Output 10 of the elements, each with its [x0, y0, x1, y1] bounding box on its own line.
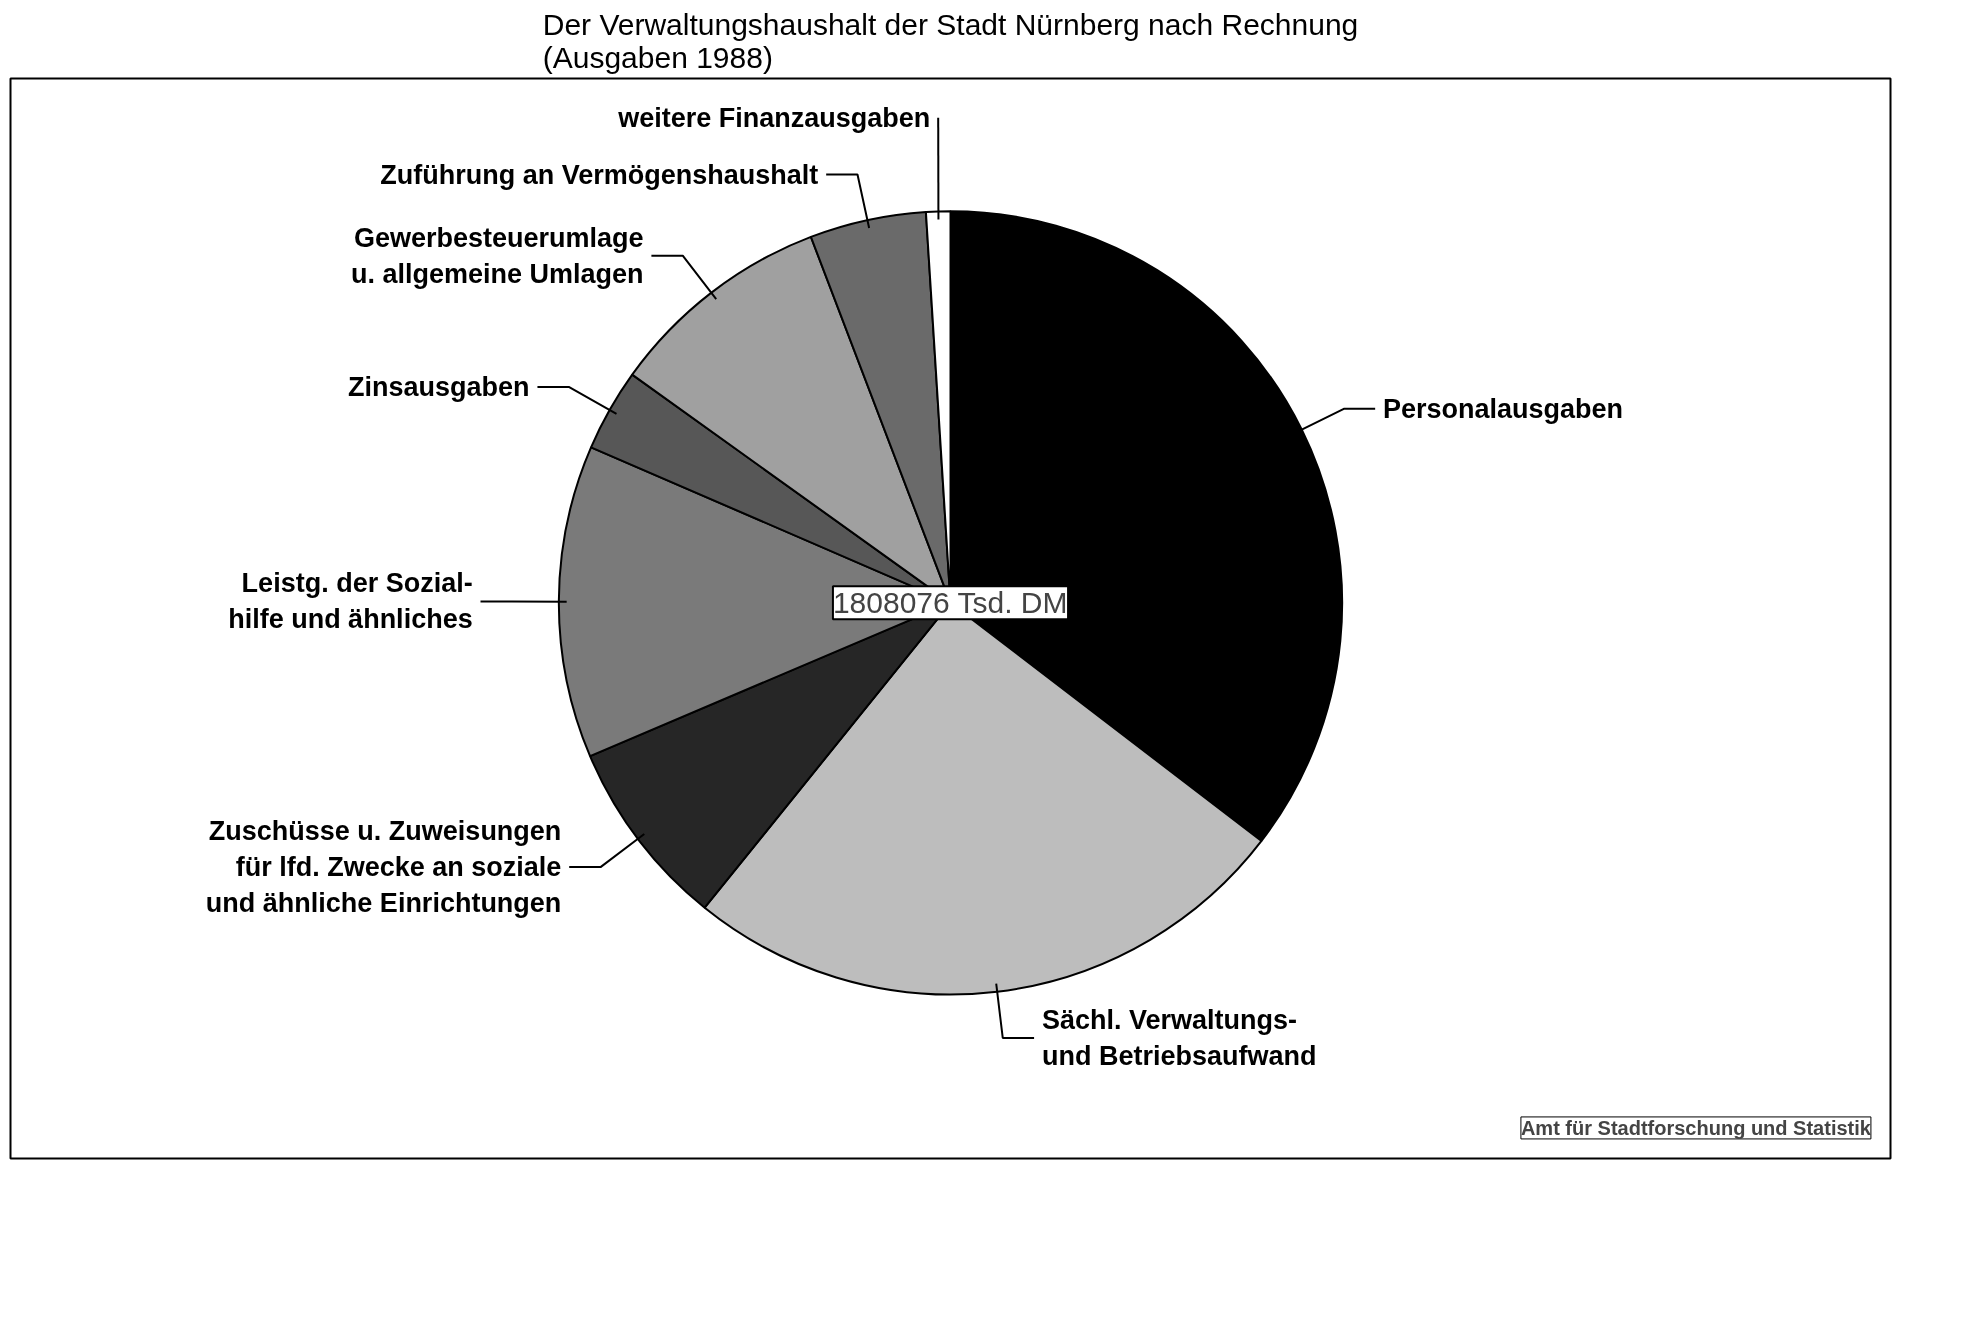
text: 1808076 Tsd. DM — [832, 586, 1068, 620]
slice-label: Zuführung an Vermögenshaushalt — [380, 159, 819, 190]
slice-label: weitere Finanzausgaben — [617, 102, 931, 133]
slice-label: Sächl. Verwaltungs- und Betriebsaufwand — [1041, 1004, 1317, 1071]
slice-label: Gewerbesteuerumlage u. allgemeine Umlagen — [350, 222, 644, 289]
slice-label: Zinsausgaben — [348, 371, 530, 402]
slice-label: Personalausgaben — [1382, 393, 1624, 424]
slice-label: Leistg. der Sozial- hilfe und ähnliches — [228, 568, 473, 635]
chart-title: Der Verwaltungshaushalt der Stadt Nürnberg nach Rechnung (Ausgaben 1988) — [542, 7, 1359, 74]
slice-label: Zuschüsse u. Zuweisungen für lfd. Zwecke an soziale und ähnliche Einrichtungen — [205, 816, 562, 919]
